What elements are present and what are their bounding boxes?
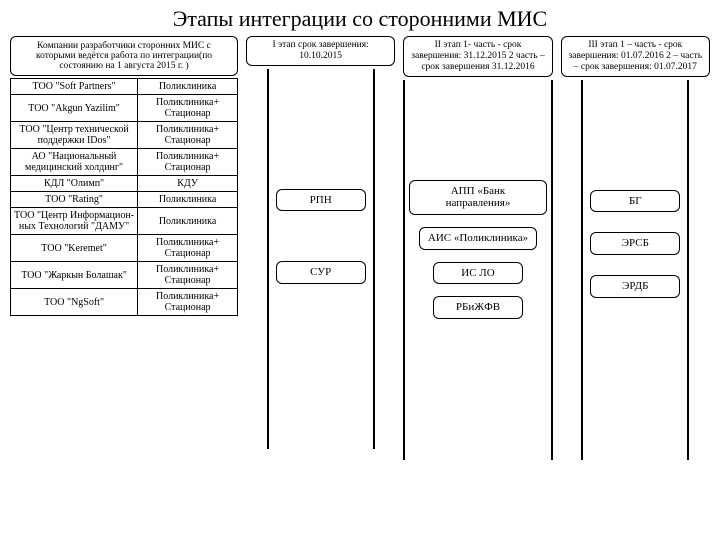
stage-2: II этап 1- часть - срок завершения: 31.1… [403, 36, 552, 460]
node-rbizhfv: РБиЖФВ [433, 296, 523, 319]
rail [687, 80, 689, 460]
company-type: Поликлиника+ Стационар [138, 235, 238, 262]
node-is-lo: ИС ЛО [433, 262, 523, 285]
table-row: ТОО "Akgun Yazilim"Поликлиника+ Стациона… [11, 95, 238, 122]
company-type: Поликлиника+ Стационар [138, 95, 238, 122]
company-type: КДУ [138, 176, 238, 192]
rail [373, 69, 375, 449]
company-name: ТОО "Keremet" [11, 235, 138, 262]
node-bg: БГ [590, 190, 680, 213]
company-name: ТОО "Akgun Yazilim" [11, 95, 138, 122]
company-name: ТОО "Центр технической поддержки IDos" [11, 122, 138, 149]
company-name: ТОО "Жаркын Болашак" [11, 262, 138, 289]
node-erdb: ЭРДБ [590, 275, 680, 298]
company-type: Поликлиника [138, 192, 238, 208]
company-name: КДЛ "Олимп" [11, 176, 138, 192]
stage-3-header: III этап 1 – часть - срок завершения: 01… [561, 36, 710, 77]
left-column: Компании разработчики сторонних МИС с ко… [10, 36, 238, 460]
stage-1: I этап срок завершения: 10.10.2015 РПН С… [246, 36, 395, 460]
table-row: ТОО "Центр технической поддержки IDos"По… [11, 122, 238, 149]
table-row: ТОО "Keremet"Поликлиника+ Стационар [11, 235, 238, 262]
rail [267, 69, 269, 449]
table-row: ТОО "Жаркын Болашак"Поликлиника+ Стацион… [11, 262, 238, 289]
company-type: Поликлиника+ Стационар [138, 289, 238, 316]
node-sur: СУР [276, 261, 366, 284]
companies-table: ТОО "Soft Partners"ПоликлиникаТОО "Akgun… [10, 78, 238, 316]
company-type: Поликлиника [138, 79, 238, 95]
table-row: ТОО "Rating"Поликлиника [11, 192, 238, 208]
page-title: Этапы интеграции со сторонними МИС [10, 6, 710, 32]
node-ersb: ЭРСБ [590, 232, 680, 255]
stage-2-header: II этап 1- часть - срок завершения: 31.1… [403, 36, 552, 77]
rail [581, 80, 583, 460]
table-row: ТОО "NgSoft"Поликлиника+ Стационар [11, 289, 238, 316]
rail [403, 80, 405, 460]
main-layout: Компании разработчики сторонних МИС с ко… [10, 36, 710, 460]
company-name: ТОО "Центр Информацион- ных Технологий "… [11, 208, 138, 235]
company-name: АО "Национальный медицинский холдинг" [11, 149, 138, 176]
stage-1-header: I этап срок завершения: 10.10.2015 [246, 36, 395, 66]
stage-1-pillar: РПН СУР [267, 69, 375, 449]
stage-3: III этап 1 – часть - срок завершения: 01… [561, 36, 710, 460]
company-name: ТОО "NgSoft" [11, 289, 138, 316]
table-row: ТОО "Soft Partners"Поликлиника [11, 79, 238, 95]
company-type: Поликлиника+ Стационар [138, 149, 238, 176]
node-ais-polik: АИС «Поликлиника» [419, 227, 537, 250]
company-type: Поликлиника+ Стационар [138, 262, 238, 289]
stages-area: I этап срок завершения: 10.10.2015 РПН С… [246, 36, 710, 460]
company-type: Поликлиника [138, 208, 238, 235]
table-row: АО "Национальный медицинский холдинг"Пол… [11, 149, 238, 176]
company-name: ТОО "Soft Partners" [11, 79, 138, 95]
companies-header: Компании разработчики сторонних МИС с ко… [10, 36, 238, 76]
table-row: ТОО "Центр Информацион- ных Технологий "… [11, 208, 238, 235]
stage-2-pillar: АПП «Банк направления» АИС «Поликлиника»… [403, 80, 552, 460]
company-name: ТОО "Rating" [11, 192, 138, 208]
table-row: КДЛ "Олимп"КДУ [11, 176, 238, 192]
rail [551, 80, 553, 460]
node-rpn: РПН [276, 189, 366, 212]
stage-3-pillar: БГ ЭРСБ ЭРДБ [581, 80, 689, 460]
node-app-bank: АПП «Банк направления» [409, 180, 546, 215]
company-type: Поликлиника+ Стационар [138, 122, 238, 149]
